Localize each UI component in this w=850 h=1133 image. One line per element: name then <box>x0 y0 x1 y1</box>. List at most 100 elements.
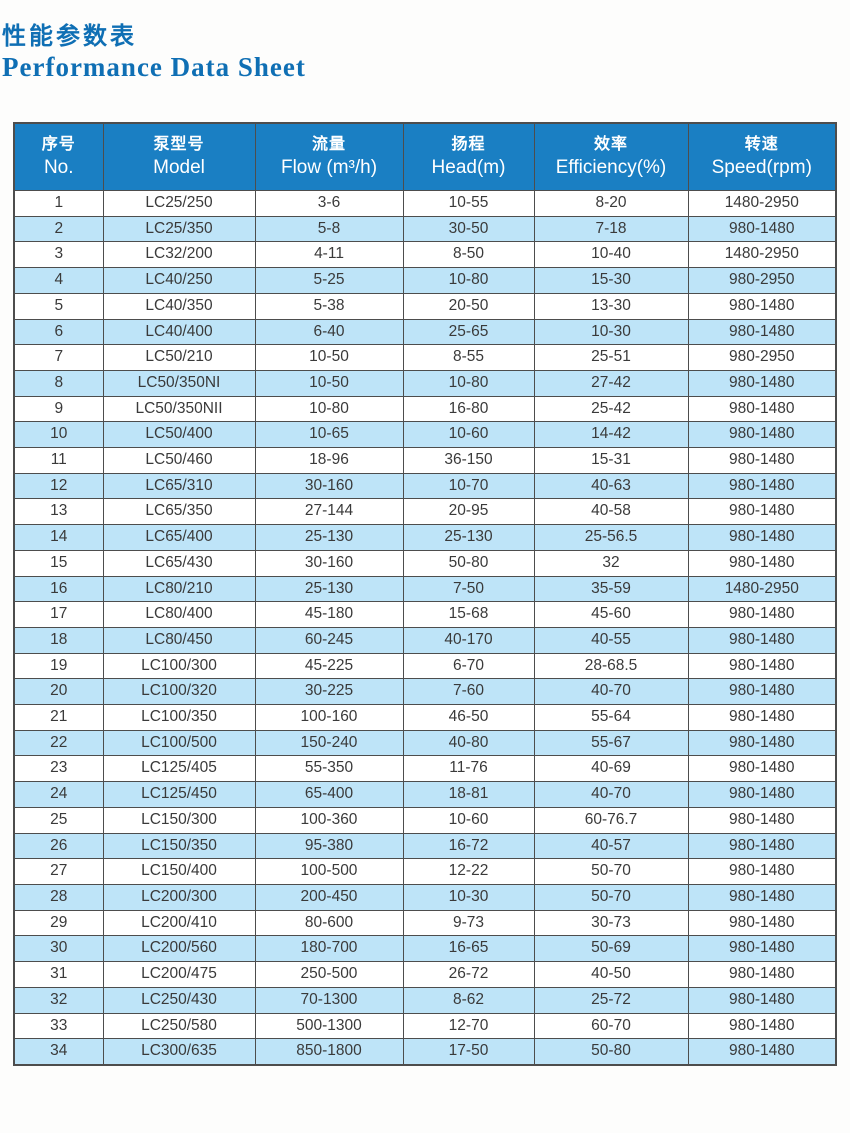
table-row: 18 LC80/450 60-245 40-170 40-55 980-1480 <box>13 626 837 654</box>
table-row: 24 LC125/450 65-400 18-81 40-70 980-1480 <box>13 781 837 808</box>
cell-no: 9 <box>13 395 104 423</box>
cell-head: 15-68 <box>402 601 535 628</box>
cell-model: LC50/210 <box>102 344 256 371</box>
cell-flow: 10-80 <box>254 395 404 423</box>
cell-no: 26 <box>13 832 104 860</box>
cell-flow: 6-40 <box>254 318 404 346</box>
cell-speed: 980-1480 <box>687 369 837 397</box>
cell-flow: 18-96 <box>254 447 404 474</box>
cell-efficiency: 50-70 <box>533 858 689 885</box>
cell-speed: 980-1480 <box>687 755 837 783</box>
cell-no: 5 <box>13 292 104 320</box>
column-header-head-zh: 扬程 <box>451 136 486 153</box>
table-row: 10 LC50/400 10-65 10-60 14-42 980-1480 <box>13 421 837 449</box>
cell-model: LC50/350NII <box>102 395 256 423</box>
cell-efficiency: 60-70 <box>533 1012 689 1040</box>
table-body: 1 LC25/250 3-6 10-55 8-20 1480-2950 2 LC25/350… <box>13 190 837 1066</box>
cell-no: 25 <box>13 806 104 834</box>
cell-no: 32 <box>13 986 104 1014</box>
cell-speed: 980-1480 <box>687 806 837 834</box>
cell-no: 28 <box>13 883 104 911</box>
table-row: 20 LC100/320 30-225 7-60 40-70 980-1480 <box>13 678 837 706</box>
cell-head: 10-55 <box>402 190 535 217</box>
cell-speed: 980-1480 <box>687 832 837 860</box>
cell-flow: 30-225 <box>254 678 404 706</box>
cell-model: LC100/350 <box>102 704 256 731</box>
cell-no: 2 <box>13 215 104 243</box>
cell-model: LC25/250 <box>102 190 256 217</box>
column-header-head-en: Head(m) <box>431 157 506 178</box>
cell-model: LC65/310 <box>102 472 256 500</box>
cell-flow: 100-500 <box>254 858 404 885</box>
table-row: 30 LC200/560 180-700 16-65 50-69 980-1480 <box>13 935 837 963</box>
cell-head: 10-70 <box>402 472 535 500</box>
cell-head: 30-50 <box>402 215 535 243</box>
cell-speed: 980-1480 <box>687 1012 837 1040</box>
cell-head: 7-50 <box>402 575 535 603</box>
cell-speed: 980-1480 <box>687 549 837 577</box>
cell-flow: 45-225 <box>254 652 404 680</box>
cell-no: 34 <box>13 1038 104 1066</box>
cell-head: 36-150 <box>402 447 535 474</box>
column-header-model: 泵型号 Model <box>102 122 256 191</box>
cell-no: 12 <box>13 472 104 500</box>
cell-efficiency: 40-63 <box>533 472 689 500</box>
cell-efficiency: 14-42 <box>533 421 689 449</box>
table-row: 21 LC100/350 100-160 46-50 55-64 980-1480 <box>13 704 837 731</box>
cell-speed: 980-1480 <box>687 1038 837 1066</box>
table-row: 14 LC65/400 25-130 25-130 25-56.5 980-1480 <box>13 524 837 551</box>
table-row: 9 LC50/350NII 10-80 16-80 25-42 980-1480 <box>13 395 837 423</box>
page-title-zh: 性能参数表 <box>2 22 137 50</box>
cell-head: 40-80 <box>402 729 535 757</box>
cell-efficiency: 40-57 <box>533 832 689 860</box>
cell-efficiency: 25-51 <box>533 344 689 371</box>
cell-model: LC50/400 <box>102 421 256 449</box>
column-header-no: 序号 No. <box>13 122 104 191</box>
cell-head: 18-81 <box>402 781 535 808</box>
cell-flow: 25-130 <box>254 524 404 551</box>
cell-efficiency: 50-80 <box>533 1038 689 1066</box>
cell-head: 6-70 <box>402 652 535 680</box>
cell-model: LC150/400 <box>102 858 256 885</box>
cell-head: 12-70 <box>402 1012 535 1040</box>
cell-efficiency: 25-72 <box>533 986 689 1014</box>
cell-model: LC125/450 <box>102 781 256 808</box>
cell-flow: 150-240 <box>254 729 404 757</box>
cell-flow: 25-130 <box>254 575 404 603</box>
cell-speed: 980-1480 <box>687 909 837 937</box>
cell-no: 30 <box>13 935 104 963</box>
cell-flow: 95-380 <box>254 832 404 860</box>
cell-no: 16 <box>13 575 104 603</box>
cell-model: LC80/400 <box>102 601 256 628</box>
cell-speed: 980-2950 <box>687 344 837 371</box>
cell-flow: 5-38 <box>254 292 404 320</box>
cell-model: LC300/635 <box>102 1038 256 1066</box>
cell-no: 6 <box>13 318 104 346</box>
cell-model: LC250/580 <box>102 1012 256 1040</box>
cell-efficiency: 55-67 <box>533 729 689 757</box>
cell-model: LC100/500 <box>102 729 256 757</box>
cell-efficiency: 7-18 <box>533 215 689 243</box>
column-header-no-en: No. <box>43 157 74 178</box>
cell-efficiency: 15-30 <box>533 267 689 294</box>
cell-speed: 980-1480 <box>687 215 837 243</box>
cell-speed: 980-1480 <box>687 781 837 808</box>
cell-no: 13 <box>13 498 104 526</box>
column-header-model-zh: 泵型号 <box>153 136 205 153</box>
cell-no: 27 <box>13 858 104 885</box>
cell-no: 31 <box>13 961 104 988</box>
cell-efficiency: 45-60 <box>533 601 689 628</box>
cell-speed: 1480-2950 <box>687 575 837 603</box>
column-header-flow-en: Flow (m³/h) <box>280 157 378 178</box>
cell-efficiency: 25-56.5 <box>533 524 689 551</box>
column-header-efficiency-en: Efficiency(%) <box>555 157 667 178</box>
table-row: 29 LC200/410 80-600 9-73 30-73 980-1480 <box>13 909 837 937</box>
cell-speed: 980-1480 <box>687 652 837 680</box>
cell-head: 12-22 <box>402 858 535 885</box>
table-row: 22 LC100/500 150-240 40-80 55-67 980-1480 <box>13 729 837 757</box>
cell-head: 17-50 <box>402 1038 535 1066</box>
table-row: 23 LC125/405 55-350 11-76 40-69 980-1480 <box>13 755 837 783</box>
column-header-speed: 转速 Speed(rpm) <box>687 122 837 191</box>
cell-efficiency: 40-58 <box>533 498 689 526</box>
